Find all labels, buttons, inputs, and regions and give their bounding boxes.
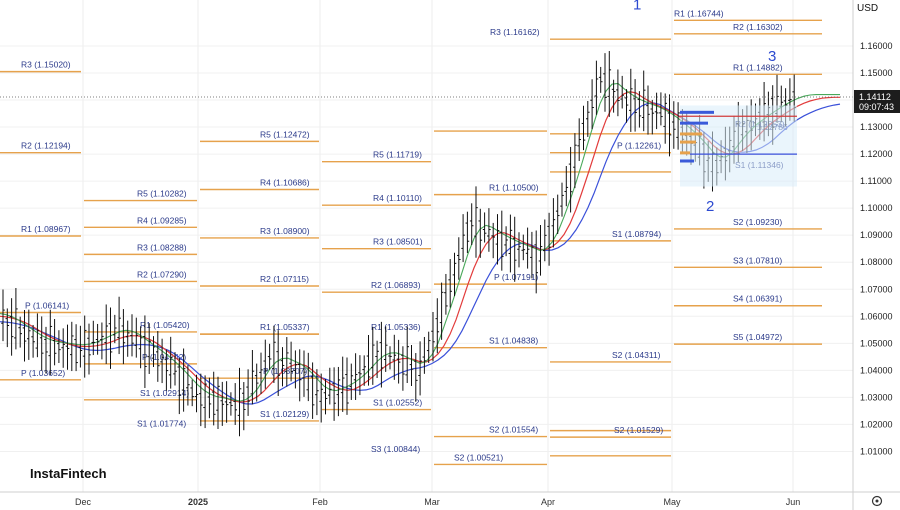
- pivot-level-label: R2 (1.12194): [21, 141, 71, 151]
- y-tick-label: 1.16000: [860, 41, 893, 51]
- pivot-level-label: P (1.03652): [21, 368, 65, 378]
- y-tick-label: 1.11000: [860, 176, 892, 186]
- brand-text: InstaFintech: [30, 466, 107, 481]
- gear-icon-center: [875, 499, 879, 503]
- pivot-level-label: S1 (1.08794): [612, 229, 661, 239]
- pivot-level-label: S2 (1.04311): [612, 350, 661, 360]
- pivot-level-label: R1 (1.05336): [371, 322, 421, 332]
- volume-profile: [680, 105, 797, 187]
- x-tick-label: May: [663, 497, 681, 507]
- y-tick-label: 1.07000: [860, 284, 893, 294]
- current-price-badge: [854, 89, 900, 113]
- pivot-level-label: R1 (1.05337): [260, 322, 310, 332]
- current-price-text: 1.14112: [859, 92, 891, 102]
- pivot-level-label: P (1.07191): [494, 272, 538, 282]
- y-tick-label: 1.13000: [860, 122, 893, 132]
- pivot-level-label: R5 (1.12472): [260, 129, 310, 139]
- pivot-level-label: R4 (1.09285): [137, 215, 187, 225]
- pivot-level-label: R2 (1.07290): [137, 269, 187, 279]
- annotations: 1 2 3: [0, 0, 853, 215]
- x-tick-label: Feb: [312, 497, 328, 507]
- pivot-level-label: R3 (1.16162): [490, 27, 540, 37]
- y-tick-label: 1.06000: [860, 311, 893, 321]
- currency-label[interactable]: USD: [857, 3, 879, 14]
- ohlc-bars: [1, 51, 796, 437]
- pivot-level-label: S4 (1.06391): [733, 294, 782, 304]
- pivot-level-label: R3 (1.08501): [373, 237, 423, 247]
- y-tick-label: 1.15000: [860, 68, 893, 78]
- volume-profile-bar: [680, 159, 694, 163]
- brand-watermark: InstaFintech: [30, 466, 107, 481]
- pivot-level-label: S2 (1.01554): [489, 425, 538, 435]
- pivot-level-label: S1 (1.04838): [489, 336, 538, 346]
- y-tick-label: 1.12000: [860, 149, 893, 159]
- y-tick-label: 1.10000: [860, 203, 893, 213]
- pivot-level-label: P (1.06141): [25, 301, 69, 311]
- pivot-level-label: S3 (1.07810): [733, 255, 782, 265]
- volume-profile-box: [680, 105, 797, 187]
- pivot-level-label: S2 (1.00521): [454, 452, 503, 462]
- pivot-level-label: R1 (1.14882): [733, 62, 783, 72]
- pivot-level-label: S1 (1.01774): [137, 419, 186, 429]
- pivot-level-label: S1 (1.02552): [373, 398, 422, 408]
- pivot-level-label: S5 (1.04972): [733, 332, 782, 342]
- pivot-level-label: S3 (1.00844): [371, 444, 420, 454]
- pivot-level-label: R3 (1.08288): [137, 242, 187, 252]
- volume-profile-bar: [680, 140, 696, 144]
- pivot-level-label: R4 (1.10686): [260, 178, 310, 188]
- x-tick-label: Dec: [75, 497, 92, 507]
- y-tick-label: 1.02000: [860, 419, 893, 429]
- x-tick-label: Jun: [786, 497, 801, 507]
- y-tick-label: 1.09000: [860, 230, 893, 240]
- pivot-level-label: S1 (1.02914): [140, 388, 189, 398]
- wave-label: 1: [633, 0, 641, 13]
- pivot-level-label: S1 (1.02129): [260, 409, 309, 419]
- wave-label: 2: [706, 198, 714, 215]
- x-tick-label: 2025: [188, 497, 208, 507]
- y-tick-label: 1.03000: [860, 392, 893, 402]
- y-tick-label: 1.08000: [860, 257, 893, 267]
- y-tick-label: 1.05000: [860, 338, 893, 348]
- pivot-level-label: R4 (1.10110): [373, 193, 422, 203]
- x-tick-label: Mar: [424, 497, 440, 507]
- pivot-level-label: R3 (1.08900): [260, 226, 310, 236]
- wave-label: 3: [768, 48, 776, 65]
- volume-profile-bar: [680, 151, 690, 155]
- y-tick-label: 1.04000: [860, 365, 893, 375]
- volume-profile-bar: [680, 132, 702, 136]
- pivot-levels: R1 (1.16744) R2 (1.16302) R3 (1.16162) R3 (…: [0, 8, 822, 466]
- pivot-level-label: R5 (1.11719): [373, 150, 422, 160]
- volume-profile-bar: [680, 121, 708, 125]
- x-tick-label: Apr: [541, 497, 555, 507]
- pivot-level-label: S2 (1.01529): [614, 425, 663, 435]
- pivot-level-label: R3 (1.15020): [21, 60, 71, 70]
- volume-profile-bar: [680, 110, 714, 114]
- pivot-level-label: R5 (1.10282): [137, 189, 187, 199]
- pivot-level-label: R1 (1.08967): [21, 224, 71, 234]
- gear-icon: [871, 495, 883, 507]
- pivot-level-label: R2 (1.16302): [733, 22, 783, 32]
- pivot-level-label: R1 (1.05420): [140, 320, 190, 330]
- pivot-level-label: P (1.04242): [142, 352, 186, 362]
- pivot-level-label: R2 (1.07115): [260, 274, 309, 284]
- pivot-level-label: R1 (1.16744): [674, 8, 724, 18]
- pivot-level-label: R2 (1.06893): [371, 280, 421, 290]
- pivot-level-label: S2 (1.09230): [733, 217, 782, 227]
- pivot-level-label: R1 (1.10500): [489, 183, 539, 193]
- countdown-text: 09:07:43: [859, 102, 894, 112]
- pivot-level-label: P (1.12261): [617, 141, 661, 151]
- y-tick-label: 1.01000: [860, 446, 893, 456]
